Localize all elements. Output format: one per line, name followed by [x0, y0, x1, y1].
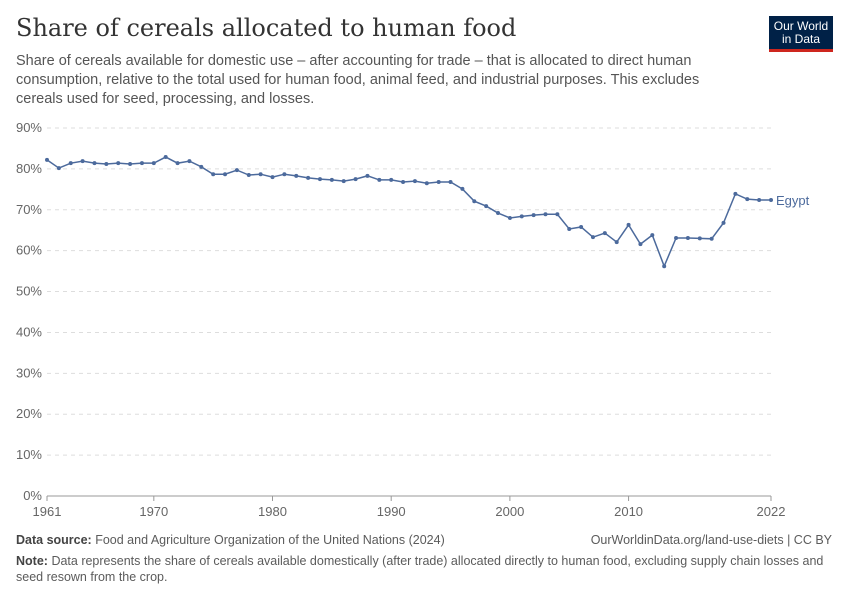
- data-point: [341, 179, 346, 184]
- chart-title: Share of cereals allocated to human food: [16, 14, 517, 42]
- y-tick-label: 60%: [16, 243, 42, 258]
- x-tick-label: 2010: [614, 504, 643, 519]
- y-tick-label: 20%: [16, 406, 42, 421]
- data-point: [353, 177, 358, 182]
- note: Note: Data represents the share of cerea…: [16, 553, 826, 585]
- data-point: [294, 173, 299, 178]
- data-point: [769, 197, 773, 202]
- y-tick-label: 80%: [16, 161, 42, 176]
- data-point: [270, 175, 275, 180]
- owid-logo[interactable]: Our World in Data: [769, 16, 833, 52]
- data-point: [531, 213, 536, 218]
- data-point: [436, 179, 441, 184]
- data-point: [306, 175, 311, 180]
- series-line: [46, 156, 771, 269]
- data-point: [590, 235, 595, 240]
- y-tick-label: 10%: [16, 447, 42, 462]
- data-point: [128, 161, 133, 166]
- data-point: [579, 224, 584, 229]
- y-tick-label: 0%: [23, 488, 42, 503]
- data-point: [424, 181, 429, 186]
- data-point: [246, 173, 251, 178]
- data-point: [543, 212, 548, 217]
- x-tick-label: 1990: [377, 504, 406, 519]
- data-point: [282, 172, 287, 177]
- data-point: [139, 161, 144, 166]
- data-point: [697, 236, 702, 241]
- data-point: [650, 233, 655, 238]
- x-tick-label: 2022: [757, 504, 786, 519]
- data-point: [662, 264, 667, 269]
- data-point: [163, 155, 168, 160]
- data-point: [602, 231, 607, 236]
- data-point: [223, 172, 228, 177]
- data-point: [234, 168, 239, 173]
- data-point: [519, 214, 524, 219]
- data-source: Data source: Food and Agriculture Organi…: [16, 533, 445, 547]
- data-point: [187, 159, 192, 164]
- chart-subtitle: Share of cereals available for domestic …: [16, 53, 700, 107]
- data-point: [317, 177, 322, 182]
- data-point: [151, 161, 156, 166]
- source-url[interactable]: OurWorldinData.org/land-use-diets | CC B…: [590, 533, 832, 547]
- data-point: [365, 173, 370, 178]
- data-point: [401, 179, 406, 184]
- y-tick-label: 30%: [16, 365, 42, 380]
- data-point: [199, 164, 204, 169]
- data-point: [555, 212, 560, 217]
- data-point: [484, 204, 489, 209]
- data-point: [626, 222, 631, 227]
- note-text: Data represents the share of cereals ava…: [16, 554, 824, 584]
- series-label: Egypt: [776, 193, 810, 208]
- data-point: [567, 226, 572, 231]
- logo-line2: in Data: [781, 32, 821, 46]
- data-point: [258, 172, 263, 177]
- logo-line1: Our World: [773, 19, 829, 33]
- data-point: [685, 235, 690, 240]
- y-tick-label: 70%: [16, 202, 42, 217]
- y-tick-label: 90%: [16, 120, 42, 135]
- data-point: [412, 179, 417, 184]
- source-label: Data source:: [16, 533, 92, 547]
- data-point: [460, 186, 465, 191]
- data-point: [709, 236, 714, 241]
- data-point: [56, 166, 61, 171]
- x-tick-label: 1980: [258, 504, 287, 519]
- data-point: [80, 159, 85, 164]
- x-tick-label: 1961: [33, 504, 62, 519]
- data-point: [377, 177, 382, 182]
- data-point: [472, 199, 477, 204]
- data-point: [329, 177, 334, 182]
- y-tick-label: 40%: [16, 324, 42, 339]
- source-text: Food and Agriculture Organization of the…: [95, 533, 445, 547]
- data-point: [745, 197, 750, 202]
- x-tick-label: 1970: [139, 504, 168, 519]
- data-point: [721, 220, 726, 225]
- data-point: [757, 197, 762, 202]
- y-tick-label: 50%: [16, 284, 42, 299]
- data-point: [104, 161, 109, 166]
- data-point: [92, 161, 97, 166]
- data-point: [674, 235, 679, 240]
- data-point: [211, 172, 216, 177]
- note-label: Note:: [16, 554, 48, 568]
- data-point: [116, 161, 121, 166]
- data-point: [389, 177, 394, 182]
- data-point: [507, 215, 512, 220]
- data-point: [45, 157, 49, 162]
- data-point: [496, 211, 501, 216]
- x-tick-label: 2000: [495, 504, 524, 519]
- data-point: [175, 161, 180, 166]
- data-point: [614, 240, 619, 245]
- data-point: [448, 179, 453, 184]
- data-point: [68, 161, 73, 166]
- data-point: [638, 242, 643, 247]
- data-point: [733, 191, 738, 196]
